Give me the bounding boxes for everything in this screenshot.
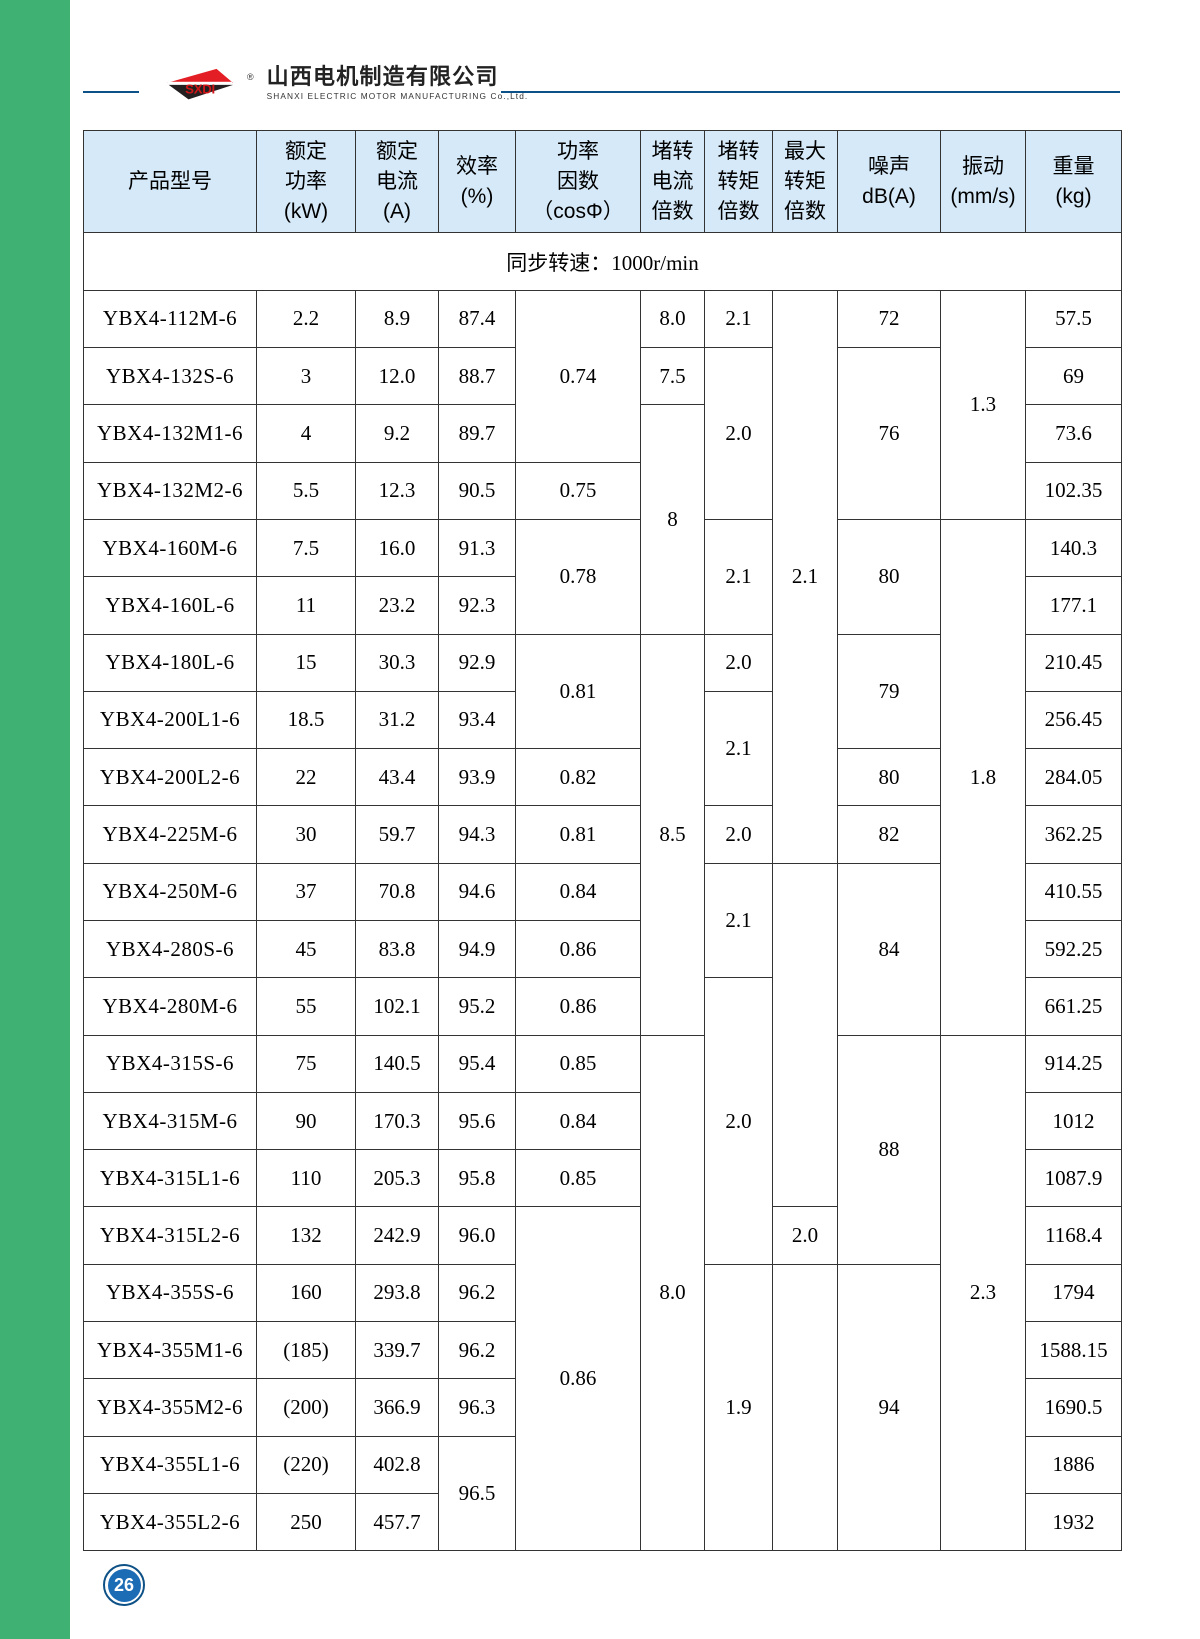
svg-text:SXDI: SXDI	[185, 82, 215, 97]
